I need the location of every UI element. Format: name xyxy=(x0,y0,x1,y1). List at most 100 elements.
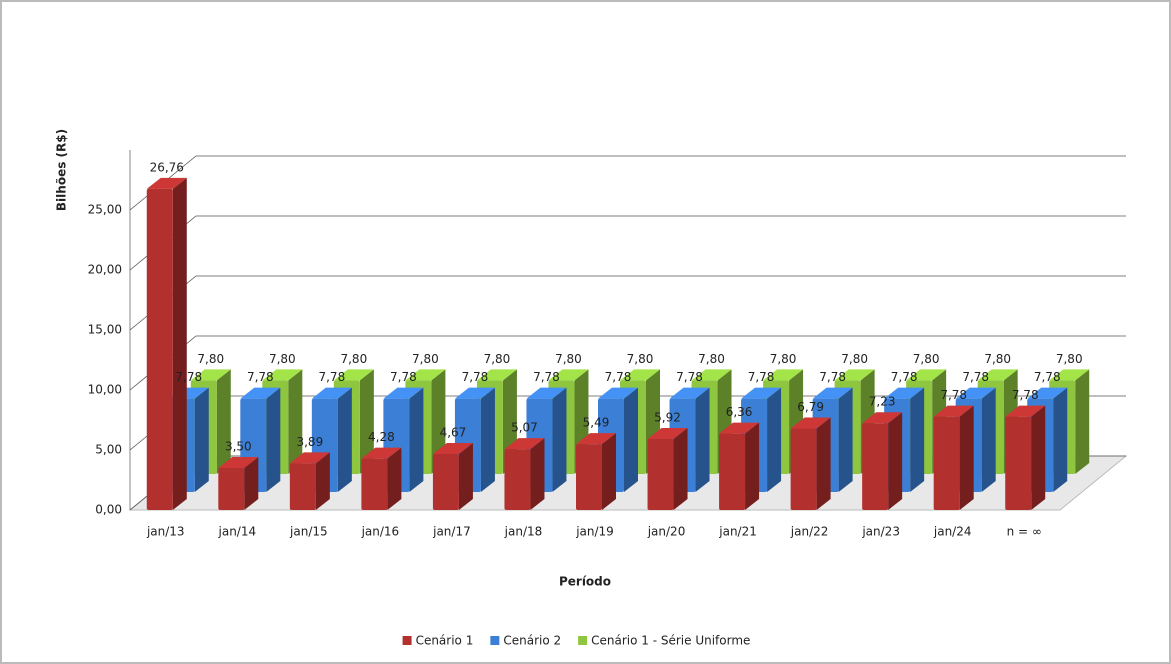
value-label: 4,67 xyxy=(440,425,467,439)
bar-top xyxy=(576,433,616,445)
bar-top xyxy=(190,369,231,381)
x-tick-label: jan/17 xyxy=(432,525,471,539)
bar-top xyxy=(620,369,660,381)
bar-top xyxy=(884,387,925,399)
y-tick-label: 10,00 xyxy=(88,383,122,397)
x-tick-label: jan/13 xyxy=(146,525,185,539)
bar-side xyxy=(959,405,974,510)
legend-swatch xyxy=(402,636,412,645)
y-tick-label: 5,00 xyxy=(95,443,122,457)
value-label: 7,80 xyxy=(269,352,296,366)
bar xyxy=(933,416,960,510)
value-label: 26,76 xyxy=(150,160,184,174)
bar xyxy=(289,463,316,510)
bar-side xyxy=(288,369,303,474)
value-label: 7,80 xyxy=(984,352,1011,366)
value-label: 7,80 xyxy=(698,352,725,366)
bar-top xyxy=(763,369,804,381)
value-label: 7,78 xyxy=(175,370,202,384)
value-label: 7,23 xyxy=(869,395,896,409)
bar-top xyxy=(361,447,402,459)
bar-top xyxy=(691,369,732,381)
bar-side xyxy=(816,417,831,510)
value-label: 7,78 xyxy=(940,388,967,402)
value-label: 7,80 xyxy=(555,352,582,366)
value-label: 7,78 xyxy=(605,370,632,384)
bar-side xyxy=(767,387,782,492)
bar-side xyxy=(244,457,259,510)
bar xyxy=(647,438,674,510)
value-label: 7,80 xyxy=(412,352,439,366)
bar-side xyxy=(910,387,925,492)
bar xyxy=(1005,416,1032,510)
value-label: 4,28 xyxy=(368,430,395,444)
bar-side xyxy=(981,387,996,492)
bar-side xyxy=(838,387,853,492)
bar xyxy=(862,423,889,510)
bar-top xyxy=(1005,405,1046,417)
bar-side xyxy=(216,369,231,474)
bar-top xyxy=(526,387,567,399)
bar-top xyxy=(218,457,259,468)
bar-top xyxy=(647,427,688,439)
bar-top xyxy=(476,369,517,381)
value-label: 3,89 xyxy=(296,435,323,449)
bar-top xyxy=(454,387,495,399)
bar xyxy=(576,444,602,510)
bar-top xyxy=(1049,369,1090,381)
x-tick-label: jan/20 xyxy=(647,525,686,539)
bar-top xyxy=(405,369,446,381)
bar-side xyxy=(1075,369,1090,474)
value-label: 7,80 xyxy=(1056,352,1083,366)
bar-top xyxy=(504,438,545,450)
bar xyxy=(790,428,817,510)
bar-top xyxy=(933,405,974,417)
value-label: 6,36 xyxy=(726,405,753,419)
value-label: 7,78 xyxy=(748,370,775,384)
value-label: 7,80 xyxy=(197,352,224,366)
y-tick-label: 25,00 xyxy=(88,203,122,217)
x-tick-label: jan/21 xyxy=(718,525,757,539)
bar-top xyxy=(262,369,303,381)
bar-side xyxy=(530,438,545,510)
x-tick-label: n = ∞ xyxy=(1007,525,1042,539)
value-label: 7,80 xyxy=(627,352,654,366)
bar-top xyxy=(834,369,875,381)
bar xyxy=(146,188,173,510)
bar-side xyxy=(458,442,473,510)
value-label: 7,80 xyxy=(913,352,940,366)
y-tick-label: 15,00 xyxy=(88,323,122,337)
bar-top xyxy=(432,442,473,454)
bar-side xyxy=(409,387,424,492)
bar-top xyxy=(289,452,330,464)
bar-top xyxy=(548,369,589,381)
bar-top xyxy=(146,177,187,189)
bar-top xyxy=(669,387,710,399)
value-label: 7,78 xyxy=(962,370,989,384)
value-label: 7,78 xyxy=(891,370,918,384)
value-label: 5,92 xyxy=(654,410,681,424)
bar-top xyxy=(240,387,281,399)
bar-top xyxy=(862,412,903,424)
bar-top xyxy=(741,387,782,399)
bar-top xyxy=(311,387,352,399)
value-label: 7,80 xyxy=(340,352,367,366)
bar-top xyxy=(955,387,996,399)
x-tick-label: jan/19 xyxy=(575,525,614,539)
bar-side xyxy=(337,387,352,492)
bar xyxy=(504,449,531,510)
bar xyxy=(719,433,746,510)
value-label: 7,80 xyxy=(770,352,797,366)
bar-top xyxy=(719,422,760,434)
bar-side xyxy=(172,177,187,510)
legend-swatch xyxy=(578,636,588,645)
value-label: 7,78 xyxy=(1012,388,1039,402)
bar xyxy=(432,453,459,510)
y-tick-label: 20,00 xyxy=(88,263,122,277)
bar-side xyxy=(1031,405,1046,510)
value-label: 7,80 xyxy=(841,352,868,366)
bar xyxy=(361,458,388,510)
y-tick-label: 0,00 xyxy=(95,503,122,517)
